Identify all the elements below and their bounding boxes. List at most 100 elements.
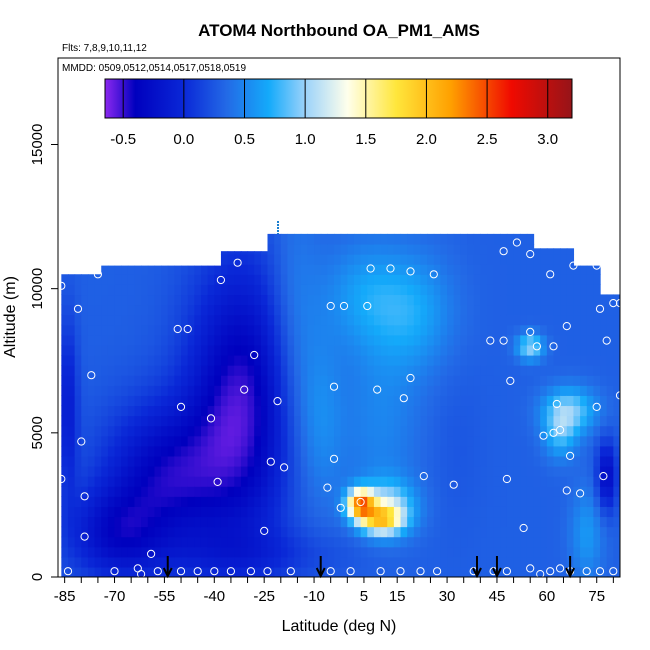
field-cell xyxy=(387,405,395,417)
field-cell xyxy=(267,274,275,285)
field-cell xyxy=(427,375,435,386)
field-cell xyxy=(174,375,182,386)
field-cell xyxy=(506,375,515,386)
field-cell xyxy=(254,304,262,316)
field-cell xyxy=(506,556,515,568)
field-cell xyxy=(287,476,295,487)
field-cell xyxy=(486,344,495,356)
field-cell xyxy=(227,435,235,447)
field-cell xyxy=(420,264,428,275)
field-cell xyxy=(74,314,82,326)
field-cell xyxy=(506,516,515,528)
field-cell xyxy=(506,233,515,245)
field-cell xyxy=(420,435,428,447)
field-cell xyxy=(280,334,289,346)
x-axis: -85 -70 -55 -40 -25 -10 5 15 30 45 60 75 xyxy=(54,577,614,605)
field-cell xyxy=(520,304,528,316)
field-cell xyxy=(340,556,348,568)
field-cell xyxy=(447,385,455,396)
field-cell xyxy=(613,425,620,437)
field-cell xyxy=(413,465,422,477)
field-cell xyxy=(220,556,229,568)
field-cell xyxy=(420,556,428,568)
field-cell xyxy=(447,435,455,447)
sample-point xyxy=(226,567,235,576)
field-cell xyxy=(161,314,169,326)
field-cell xyxy=(234,274,242,285)
field-cell xyxy=(174,476,182,487)
field-cell xyxy=(606,496,614,507)
field-cell xyxy=(327,445,335,457)
field-cell xyxy=(81,455,89,467)
field-cell xyxy=(114,405,122,417)
sample-point xyxy=(147,549,156,559)
field-cell xyxy=(380,476,388,487)
field-cell xyxy=(600,455,608,467)
field-cell xyxy=(447,415,455,427)
field-cell xyxy=(194,435,202,447)
field-cell xyxy=(553,405,561,417)
field-cell xyxy=(74,506,82,518)
field-cell xyxy=(267,536,275,548)
field-cell xyxy=(174,334,182,346)
field-cell xyxy=(114,274,122,285)
field-cell xyxy=(560,284,568,296)
field-cell xyxy=(101,556,109,568)
field-cell xyxy=(560,248,568,255)
field-cell xyxy=(427,274,435,285)
field-cell xyxy=(314,526,322,538)
field-cell xyxy=(121,314,129,326)
field-cell xyxy=(181,476,189,487)
sample-point xyxy=(326,301,335,311)
field-cell xyxy=(320,455,328,467)
field-cell xyxy=(240,405,249,417)
field-cell xyxy=(373,556,382,568)
field-cell xyxy=(613,526,620,538)
field-cell xyxy=(393,243,402,255)
field-cell xyxy=(526,314,535,326)
field-cell xyxy=(380,496,388,507)
field-cell xyxy=(254,405,262,417)
field-cell xyxy=(573,425,581,437)
field-cell xyxy=(200,546,209,558)
field-cell xyxy=(200,334,209,346)
field-cell xyxy=(340,274,348,285)
sample-point xyxy=(549,428,558,437)
field-cell xyxy=(573,506,581,518)
field-cell xyxy=(274,445,282,457)
field-cell xyxy=(167,274,175,285)
field-cell xyxy=(593,556,601,568)
field-cell xyxy=(334,516,342,528)
field-cell xyxy=(307,385,315,396)
field-cell xyxy=(300,435,309,447)
field-cell xyxy=(340,324,348,336)
field-cell xyxy=(114,354,122,366)
field-cell xyxy=(367,365,375,376)
field-cell xyxy=(134,445,142,457)
field-cell xyxy=(453,344,461,356)
field-cell xyxy=(440,365,448,376)
field-cell xyxy=(134,274,142,285)
field-cell xyxy=(447,324,455,336)
field-cell xyxy=(453,536,461,548)
field-cell xyxy=(380,405,388,417)
field-cell xyxy=(181,405,189,417)
field-cell xyxy=(373,506,382,518)
field-cell xyxy=(334,415,342,427)
field-cell xyxy=(580,415,588,427)
field-cell xyxy=(367,476,375,487)
field-cell xyxy=(413,526,422,538)
field-cell xyxy=(387,344,395,356)
field-cell xyxy=(174,284,182,296)
field-cell xyxy=(94,354,102,366)
field-cell xyxy=(540,425,548,437)
field-cell xyxy=(147,445,156,457)
field-cell xyxy=(586,445,594,457)
field-cell xyxy=(87,455,96,467)
field-cell xyxy=(294,556,302,568)
field-cell xyxy=(420,385,428,396)
field-cell xyxy=(227,415,235,427)
field-cell xyxy=(553,476,561,487)
field-cell xyxy=(314,284,322,296)
field-cell xyxy=(307,344,315,356)
